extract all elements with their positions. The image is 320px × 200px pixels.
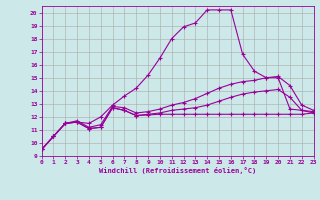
X-axis label: Windchill (Refroidissement éolien,°C): Windchill (Refroidissement éolien,°C) (99, 167, 256, 174)
